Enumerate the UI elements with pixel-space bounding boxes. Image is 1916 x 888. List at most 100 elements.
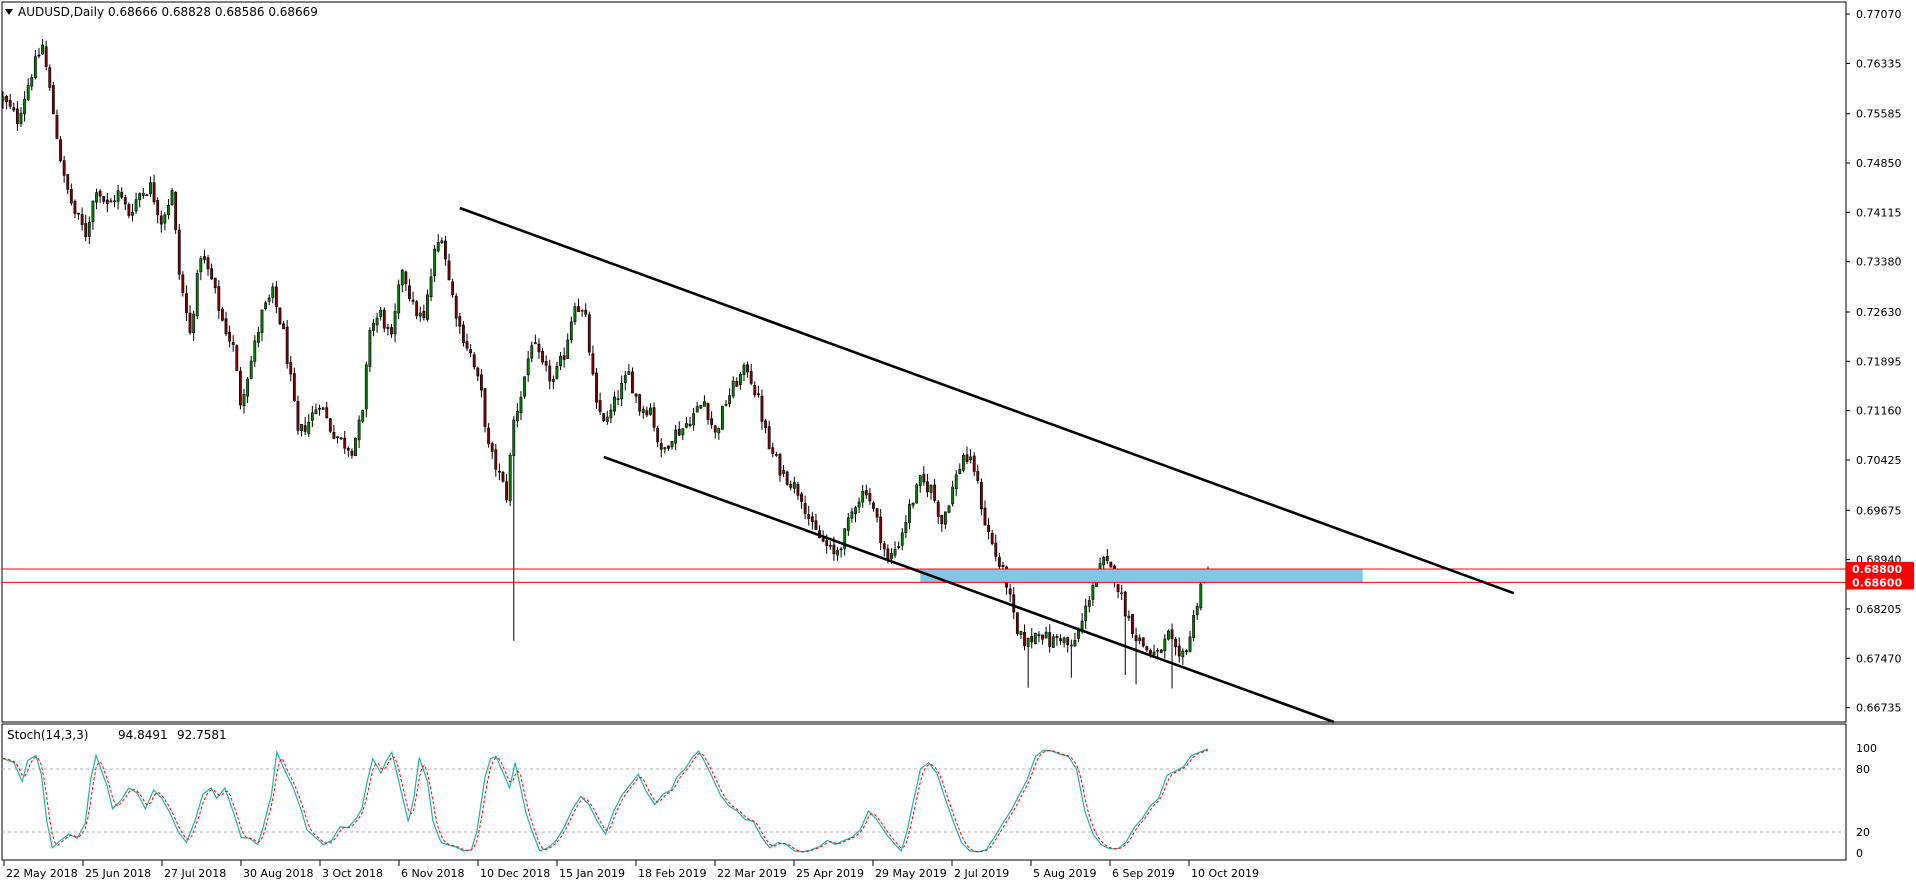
time-axis: 22 May 2018 25 Jun 2018 27 Jul 2018 30 Aug …: [3, 860, 1259, 880]
candle-body: [555, 365, 559, 379]
candle-body: [843, 528, 847, 549]
candle-body: [361, 409, 365, 422]
candle-body: [872, 502, 875, 509]
symbol-title: AUDUSD,Daily: [18, 5, 104, 19]
candle-body: [249, 360, 253, 379]
candle-body: [969, 456, 973, 460]
candle-body: [12, 107, 16, 111]
candle-body: [961, 454, 965, 471]
candle-body: [602, 413, 606, 422]
candle-body: [354, 437, 357, 456]
date-tick-label: 27 Jul 2018: [164, 867, 226, 880]
candle-body: [1023, 631, 1026, 647]
candle-body: [785, 471, 789, 485]
chart-menu-triangle-icon[interactable]: [5, 9, 13, 15]
candle-body: [681, 428, 685, 436]
candle-body: [246, 378, 250, 397]
candle-body: [109, 200, 113, 203]
candle-body: [451, 281, 455, 295]
candle-body: [62, 160, 66, 176]
candle-body: [1026, 637, 1030, 647]
candle-body: [37, 54, 41, 57]
candle-body: [832, 544, 836, 555]
candle-body: [386, 327, 390, 329]
candle-body: [267, 297, 271, 302]
candle-body: [670, 441, 674, 448]
trendlines[interactable]: [459, 206, 1515, 724]
candle-body: [368, 330, 372, 367]
date-tick-label: 30 Aug 2018: [243, 867, 313, 880]
price-tick-label: 0.72630: [1856, 306, 1902, 319]
candle-body: [203, 256, 206, 260]
candle-body: [1199, 583, 1203, 609]
candle-body: [688, 423, 692, 427]
candle-body: [774, 454, 778, 456]
candle-body: [577, 306, 580, 312]
candle-body: [997, 556, 1001, 567]
candle-body: [591, 353, 595, 375]
candle-body: [954, 474, 958, 490]
candle-body: [537, 343, 541, 353]
candles: [1, 38, 1210, 689]
candle-body: [289, 362, 293, 375]
candle-body: [465, 341, 469, 349]
candle-body: [1185, 650, 1188, 652]
candle-body: [33, 56, 37, 78]
candle-body: [1, 96, 5, 101]
candle-body: [861, 490, 865, 503]
candle-body: [188, 312, 192, 333]
candle-body: [523, 376, 526, 397]
candle-body: [48, 67, 52, 88]
candle-body: [850, 511, 854, 519]
candle-body: [408, 285, 411, 300]
candle-body: [1062, 637, 1066, 643]
candle-body: [357, 419, 361, 441]
candle-body: [1134, 635, 1138, 642]
price-tick-label: 0.75585: [1856, 108, 1902, 121]
candle-body: [343, 437, 347, 449]
candle-body: [163, 214, 167, 224]
candle-body: [95, 192, 98, 203]
candle-body: [1116, 584, 1120, 593]
candle-body: [983, 507, 987, 526]
candle-body: [292, 373, 296, 402]
candle-body: [641, 409, 645, 413]
candle-body: [674, 429, 678, 444]
candle-body: [749, 371, 753, 384]
candle-body: [631, 371, 634, 394]
candle-body: [336, 436, 339, 439]
candle-body: [328, 418, 332, 432]
candle-body: [296, 401, 300, 431]
candle-body: [84, 223, 88, 238]
candle-body: [569, 321, 573, 340]
candle-body: [364, 364, 368, 410]
candle-body: [839, 548, 843, 551]
candle-body: [1188, 636, 1192, 652]
price-tick-label: 0.73380: [1856, 256, 1902, 269]
candle-body: [728, 395, 732, 404]
candle-body: [652, 407, 656, 428]
candle-body: [51, 85, 55, 115]
candle-body: [944, 511, 947, 525]
price-tick-label: 0.68205: [1856, 603, 1902, 616]
candle-body: [1149, 649, 1152, 654]
candle-body: [73, 200, 77, 214]
candle-body: [462, 324, 465, 343]
candle-body: [1141, 637, 1145, 647]
candle-body: [1177, 645, 1181, 657]
candle-body: [66, 174, 70, 190]
candle-body: [828, 545, 832, 547]
candle-body: [915, 484, 919, 504]
candle-body: [857, 501, 861, 508]
candle-body: [44, 46, 48, 67]
candle-body: [764, 420, 767, 428]
candle-body: [426, 294, 429, 320]
candle-body: [638, 394, 642, 412]
candle-body: [544, 361, 548, 366]
candle-body: [918, 475, 922, 486]
candle-body: [238, 370, 242, 406]
indicator-pane: [1, 723, 1847, 861]
